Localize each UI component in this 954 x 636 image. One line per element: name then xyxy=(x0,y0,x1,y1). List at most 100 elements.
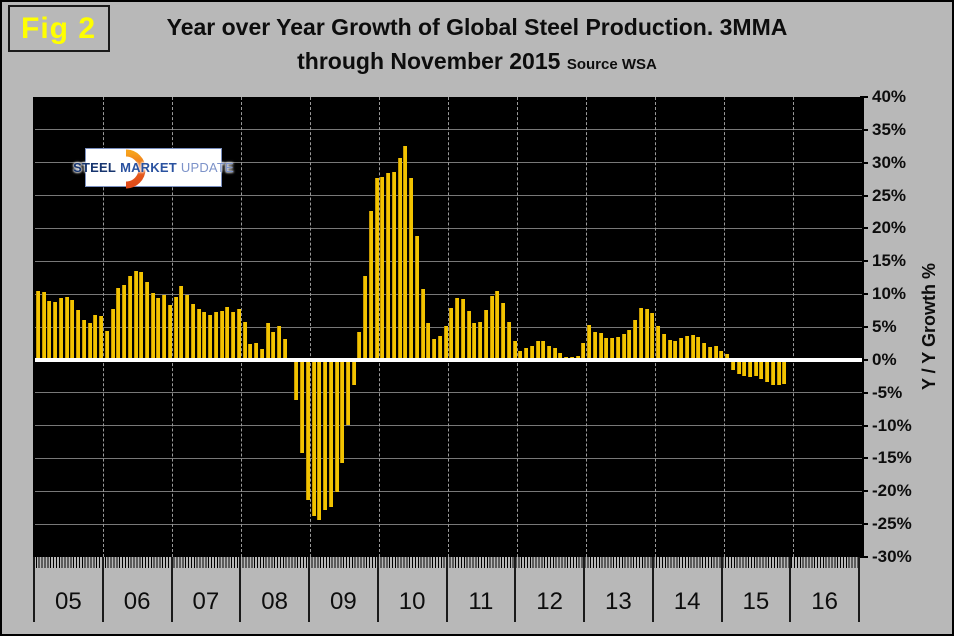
year-label: 11 xyxy=(468,588,494,615)
y-axis-tick-label: 30% xyxy=(872,152,907,172)
bar-2013-04 xyxy=(604,338,609,360)
year-cell-06: 06 xyxy=(101,557,171,622)
bar-2015-07 xyxy=(759,359,764,379)
bar-2005-08 xyxy=(76,309,81,360)
bar-2011-12 xyxy=(512,341,517,360)
bar-2011-05 xyxy=(472,323,477,360)
bar-2007-05 xyxy=(196,309,201,360)
year-cell-15: 15 xyxy=(720,557,790,622)
bar-2010-06 xyxy=(409,177,414,360)
year-boundary-dashed-line xyxy=(516,97,518,557)
bar-2011-10 xyxy=(501,302,506,360)
bar-2009-08 xyxy=(351,359,356,385)
y-axis-tick-label: -5% xyxy=(872,382,903,402)
y-axis-tick-label: -20% xyxy=(872,481,912,501)
bar-2009-07 xyxy=(345,359,350,425)
year-cell-10: 10 xyxy=(376,557,446,622)
bar-2009-04 xyxy=(328,359,333,508)
bar-2015-05 xyxy=(748,359,752,377)
zero-line xyxy=(35,357,862,362)
bar-2012-02 xyxy=(524,348,529,360)
year-label: 07 xyxy=(192,588,220,615)
bar-2011-06 xyxy=(478,322,483,360)
bar-2005-05 xyxy=(58,298,63,360)
y-axis-title-text: Y / Y Growth % xyxy=(918,263,939,391)
bar-2013-05 xyxy=(610,337,615,360)
bar-2015-10 xyxy=(776,359,781,385)
bar-2006-07 xyxy=(139,272,144,360)
chart-title-line2: through November 2015 Source WSA xyxy=(0,48,954,75)
bar-2015-01 xyxy=(725,353,730,360)
year-cell-09: 09 xyxy=(308,557,377,622)
bar-2009-02 xyxy=(317,359,322,520)
bar-2005-01 xyxy=(35,290,40,360)
year-boundary-dashed-line xyxy=(585,97,587,557)
y-axis-tick xyxy=(860,424,868,427)
bar-2007-08 xyxy=(213,311,218,360)
y-axis-tick xyxy=(860,293,868,296)
bar-2014-07 xyxy=(690,334,695,360)
bar-2011-08 xyxy=(489,296,494,360)
bar-2006-04 xyxy=(122,284,127,360)
y-axis-tick-label: -10% xyxy=(872,415,912,435)
bar-2006-12 xyxy=(167,304,172,360)
bar-2015-03 xyxy=(736,359,741,374)
bar-2013-01 xyxy=(587,325,592,360)
bar-2011-01 xyxy=(449,307,454,360)
year-label: 15 xyxy=(742,588,770,615)
bar-2010-05 xyxy=(403,146,408,360)
bar-2006-08 xyxy=(144,281,149,360)
y-axis-tick xyxy=(860,523,868,526)
year-boundary-dashed-line xyxy=(103,97,105,557)
bar-2006-06 xyxy=(133,271,138,360)
y-axis-tick-label: 5% xyxy=(872,317,897,336)
year-cell-05: 05 xyxy=(33,557,102,622)
bar-2007-02 xyxy=(179,285,184,360)
chart-title: Year over Year Growth of Global Steel Pr… xyxy=(0,14,954,75)
bar-2013-08 xyxy=(627,330,632,360)
y-axis-tick xyxy=(860,128,868,131)
year-boundary-dashed-line xyxy=(379,97,381,557)
bar-2008-06 xyxy=(271,331,276,360)
bar-2013-02 xyxy=(592,331,597,360)
bar-2007-01 xyxy=(173,297,178,360)
bar-2008-04 xyxy=(259,349,264,360)
bar-2014-02 xyxy=(661,334,666,360)
year-boundary-dashed-line xyxy=(172,97,174,557)
bar-2005-02 xyxy=(41,291,46,360)
x-axis-year-labels: 05 06 07 08 09 10 11 12 13 14 15 16 xyxy=(33,557,860,622)
bar-2012-04 xyxy=(535,341,540,360)
bar-2008-11 xyxy=(300,359,305,454)
year-label: 09 xyxy=(330,588,357,615)
year-cell-13: 13 xyxy=(583,557,652,622)
bar-2005-04 xyxy=(53,302,58,360)
y-axis-tick xyxy=(860,161,868,164)
bar-2012-03 xyxy=(529,346,534,360)
bar-2005-03 xyxy=(47,301,52,360)
year-label: 06 xyxy=(123,588,151,615)
bar-2005-09 xyxy=(81,320,86,360)
bar-2010-04 xyxy=(397,158,402,360)
chart-title-line1: Year over Year Growth of Global Steel Pr… xyxy=(166,14,788,40)
y-axis-tick xyxy=(860,326,868,328)
bar-2014-04 xyxy=(673,341,678,360)
bar-2008-01 xyxy=(242,321,247,360)
bar-2009-09 xyxy=(357,331,362,360)
bar-2011-11 xyxy=(506,321,511,360)
bar-2010-01 xyxy=(380,176,385,360)
bar-2010-09 xyxy=(426,323,431,360)
bar-2007-11 xyxy=(231,311,236,360)
bar-2013-03 xyxy=(598,332,603,360)
year-label: 13 xyxy=(605,588,632,615)
y-axis-tick xyxy=(860,391,868,394)
bar-2005-06 xyxy=(64,297,69,360)
bar-2007-07 xyxy=(208,314,213,360)
bar-2014-09 xyxy=(702,342,707,360)
bar-2010-03 xyxy=(391,171,396,360)
bar-2014-05 xyxy=(679,338,684,360)
bar-2006-11 xyxy=(162,294,167,360)
year-cell-07: 07 xyxy=(170,557,240,622)
logo-word-market: MARKET xyxy=(120,160,177,175)
y-axis-tick xyxy=(860,358,868,361)
logo-word-steel: STEEL xyxy=(73,160,117,175)
